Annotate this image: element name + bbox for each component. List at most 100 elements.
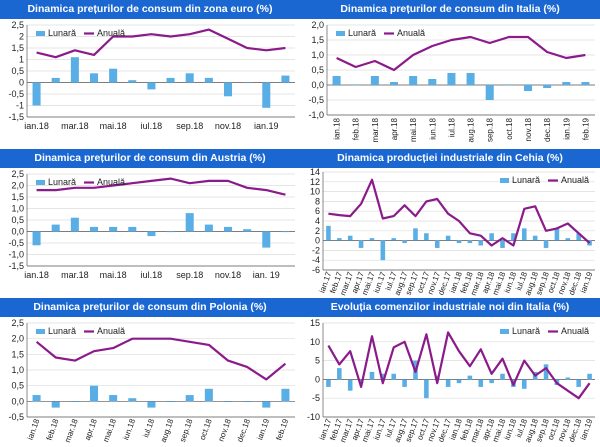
y-tick-label: 2 <box>315 226 320 236</box>
bar-monthly <box>478 240 484 246</box>
bar-monthly <box>391 373 397 380</box>
bar-monthly <box>89 73 99 83</box>
bar-monthly <box>51 224 60 232</box>
bar-monthly <box>166 231 175 233</box>
y-tick-label: 0,0 <box>311 80 324 90</box>
bar-monthly <box>485 85 494 100</box>
legend-label-monthly: Lunară <box>48 326 76 336</box>
x-tick-label: dec.18 <box>235 417 252 443</box>
bar-monthly <box>380 373 386 380</box>
bar-monthly <box>128 80 137 83</box>
x-tick-label: iul.18 <box>141 417 156 439</box>
y-tick-label: 0 <box>315 374 320 384</box>
bar-monthly <box>243 401 252 402</box>
y-tick-label: 12 <box>310 177 320 187</box>
bar-monthly <box>70 401 79 402</box>
x-tick-label: ian.18 <box>26 417 42 441</box>
bar-monthly <box>243 229 252 232</box>
bar-monthly <box>478 379 484 387</box>
x-tick-label: feb.18 <box>45 417 61 441</box>
y-tick-label: 4 <box>315 216 320 226</box>
legend-swatch-monthly <box>36 180 45 185</box>
y-tick-label: 6 <box>315 206 320 216</box>
legend-label-monthly: Lunară <box>512 326 540 336</box>
bar-monthly <box>351 85 360 86</box>
x-tick-label: feb.19 <box>274 417 290 441</box>
chart-title: Dinamica prețurilor de consum din Italia… <box>300 0 600 19</box>
bar-monthly <box>223 226 233 232</box>
x-tick-label: sep.18 <box>176 121 203 131</box>
bar-monthly <box>89 385 99 402</box>
chart-panel-czech-industry: Dinamica producției industriale din Cehi… <box>300 149 600 298</box>
legend-label-annual: Anuală <box>97 177 125 187</box>
legend-label-annual: Anuală <box>561 175 589 185</box>
y-tick-label: -4 <box>312 255 320 265</box>
x-tick-label: ian.18 <box>333 117 342 139</box>
x-tick-label: ian. 19 <box>253 270 280 280</box>
bar-monthly <box>489 233 494 241</box>
bar-monthly <box>576 379 581 387</box>
y-tick-label: 0,5 <box>11 66 24 76</box>
line-annual <box>336 35 586 72</box>
bar-monthly <box>70 217 79 232</box>
y-tick-label: 1,5 <box>11 192 24 202</box>
chart-italy-cpi: -1,0 -0,5 0,0 0,5 1,0 1,5 2,0 ian.18 feb.18 mar.1… <box>308 20 595 142</box>
x-tick-label: mai.18 <box>100 121 127 131</box>
y-tick-label: 2 <box>19 32 24 42</box>
y-tick-label: 14 <box>310 168 320 177</box>
legend-label-annual: Anuală <box>97 28 125 38</box>
chart-panel-austria: Dinamica prețurilor de consum din Austri… <box>0 149 300 298</box>
bar-monthly <box>467 375 473 380</box>
bar-monthly <box>543 364 549 380</box>
y-tick-label: -6 <box>312 265 320 275</box>
bar-monthly <box>428 79 437 85</box>
bar-monthly <box>332 76 341 85</box>
y-tick-label: -1,0 <box>8 250 24 260</box>
chart-panel-italy-orders: Evoluția comenzilor industriale noi din … <box>300 298 600 447</box>
bar-monthly <box>89 226 99 232</box>
legend-swatch-monthly <box>36 31 45 36</box>
x-tick-label: aug.18 <box>467 117 476 142</box>
x-tick-label: iun.18 <box>121 417 137 441</box>
line-annual <box>35 337 287 381</box>
y-tick-label: 10 <box>310 337 320 347</box>
y-tick-label: 1,5 <box>11 349 24 359</box>
bar-monthly <box>147 82 156 90</box>
bar-monthly <box>521 379 527 389</box>
y-tick-label: 1,0 <box>11 365 24 375</box>
bar-monthly <box>565 238 571 241</box>
y-tick-label: 15 <box>310 318 320 328</box>
x-tick-label: sep.18 <box>486 117 495 142</box>
bar-monthly <box>389 82 399 85</box>
x-tick-label: oct.18 <box>505 117 514 139</box>
bar-monthly <box>391 238 397 241</box>
chart-poland: -0,5 0,0 0,5 1,0 1,5 2,0 2,5 ian.18 feb.18 mar.18… <box>8 318 295 444</box>
y-tick-label: 5 <box>315 356 320 366</box>
bar-monthly <box>128 226 137 232</box>
bar-monthly <box>166 77 175 83</box>
x-tick-label: dec.18 <box>543 117 552 142</box>
x-tick-label: sep.18 <box>178 417 195 443</box>
x-tick-label: apr.18 <box>390 117 399 140</box>
y-tick-label: 10 <box>310 187 320 197</box>
x-tick-label: iul.18 <box>447 117 456 137</box>
legend-label-monthly: Lunară <box>48 28 76 38</box>
chart-panel-euro: Dinamica prețurilor de consum din zona e… <box>0 0 300 149</box>
legend-label-annual: Anuală <box>397 28 425 38</box>
bar-monthly <box>489 379 494 384</box>
bar-monthly <box>445 235 451 241</box>
bar-monthly <box>409 76 418 85</box>
bar-monthly <box>424 233 429 241</box>
chart-title: Evoluția comenzilor industriale noi din … <box>300 298 600 317</box>
bar-monthly <box>456 240 462 244</box>
chart-euro: -1,5-1 -0,50 0,51 1,52 2,5 ian.18 mar.18 mai.18… <box>8 20 295 131</box>
legend-swatch-monthly <box>500 329 509 334</box>
bar-monthly <box>281 75 290 83</box>
chart-panel-italy-cpi: Dinamica prețurilor de consum din Italia… <box>300 0 600 149</box>
y-tick-label: 0,0 <box>11 227 24 237</box>
bar-monthly <box>128 398 137 402</box>
bar-monthly <box>358 379 364 384</box>
bar-monthly <box>51 77 60 83</box>
y-tick-label: 1,0 <box>311 50 324 60</box>
bar-monthly <box>587 240 592 246</box>
